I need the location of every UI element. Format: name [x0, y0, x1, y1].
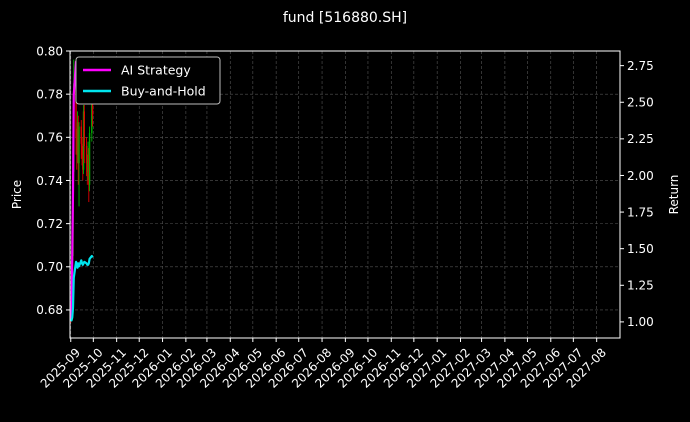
- series-line-buy-and-hold: [69, 254, 94, 322]
- candle-body: [91, 102, 94, 116]
- candle-body: [75, 83, 77, 138]
- candle-body: [87, 154, 89, 172]
- chart-title: fund [516880.SH]: [283, 10, 407, 26]
- right-y-axis: 1.00 1.25 1.50 1.75 2.00 2.25 2.50 2.75: [620, 59, 654, 329]
- right-tick-label: 1.50: [627, 242, 654, 256]
- legend-box: [75, 56, 221, 105]
- legend-label-buy-and-hold: Buy-and-Hold: [121, 84, 206, 99]
- candle-body: [81, 143, 83, 155]
- y-axis-right-label: Return: [667, 175, 681, 215]
- candle-body: [88, 133, 91, 185]
- candle-body: [91, 102, 93, 133]
- left-y-axis: 0.68 0.70 0.72 0.74 0.76 0.78 0.80: [36, 44, 70, 317]
- candle-body: [82, 111, 85, 170]
- left-tick-label: 0.80: [36, 44, 63, 58]
- candle-body: [80, 126, 82, 144]
- candle-body: [76, 137, 78, 155]
- candle-body: [77, 122, 79, 164]
- y-axis-left-label: Price: [10, 180, 24, 209]
- series-lines: [69, 61, 94, 322]
- candle-body: [82, 154, 84, 170]
- right-tick-label: 2.00: [627, 169, 654, 183]
- candle-body: [86, 163, 89, 172]
- left-tick-label: 0.72: [36, 217, 63, 231]
- legend: AI Strategy Buy-and-Hold: [75, 56, 221, 105]
- right-tick-label: 2.50: [627, 96, 654, 110]
- legend-label-ai-strategy: AI Strategy: [121, 63, 191, 78]
- candle-body: [85, 145, 88, 164]
- right-tick-label: 1.00: [627, 315, 654, 329]
- left-tick-label: 0.74: [36, 174, 63, 188]
- right-tick-label: 2.75: [627, 59, 654, 73]
- candle-body: [78, 126, 80, 164]
- left-tick-label: 0.70: [36, 260, 63, 274]
- right-tick-label: 2.25: [627, 132, 654, 146]
- left-tick-label: 0.68: [36, 303, 63, 317]
- right-tick-label: 1.25: [627, 279, 654, 293]
- candle-body: [76, 122, 79, 155]
- candle-body: [88, 154, 90, 185]
- left-tick-label: 0.76: [36, 131, 63, 145]
- candle-body: [83, 111, 85, 146]
- right-tick-label: 1.75: [627, 205, 654, 219]
- left-tick-label: 0.78: [36, 87, 63, 101]
